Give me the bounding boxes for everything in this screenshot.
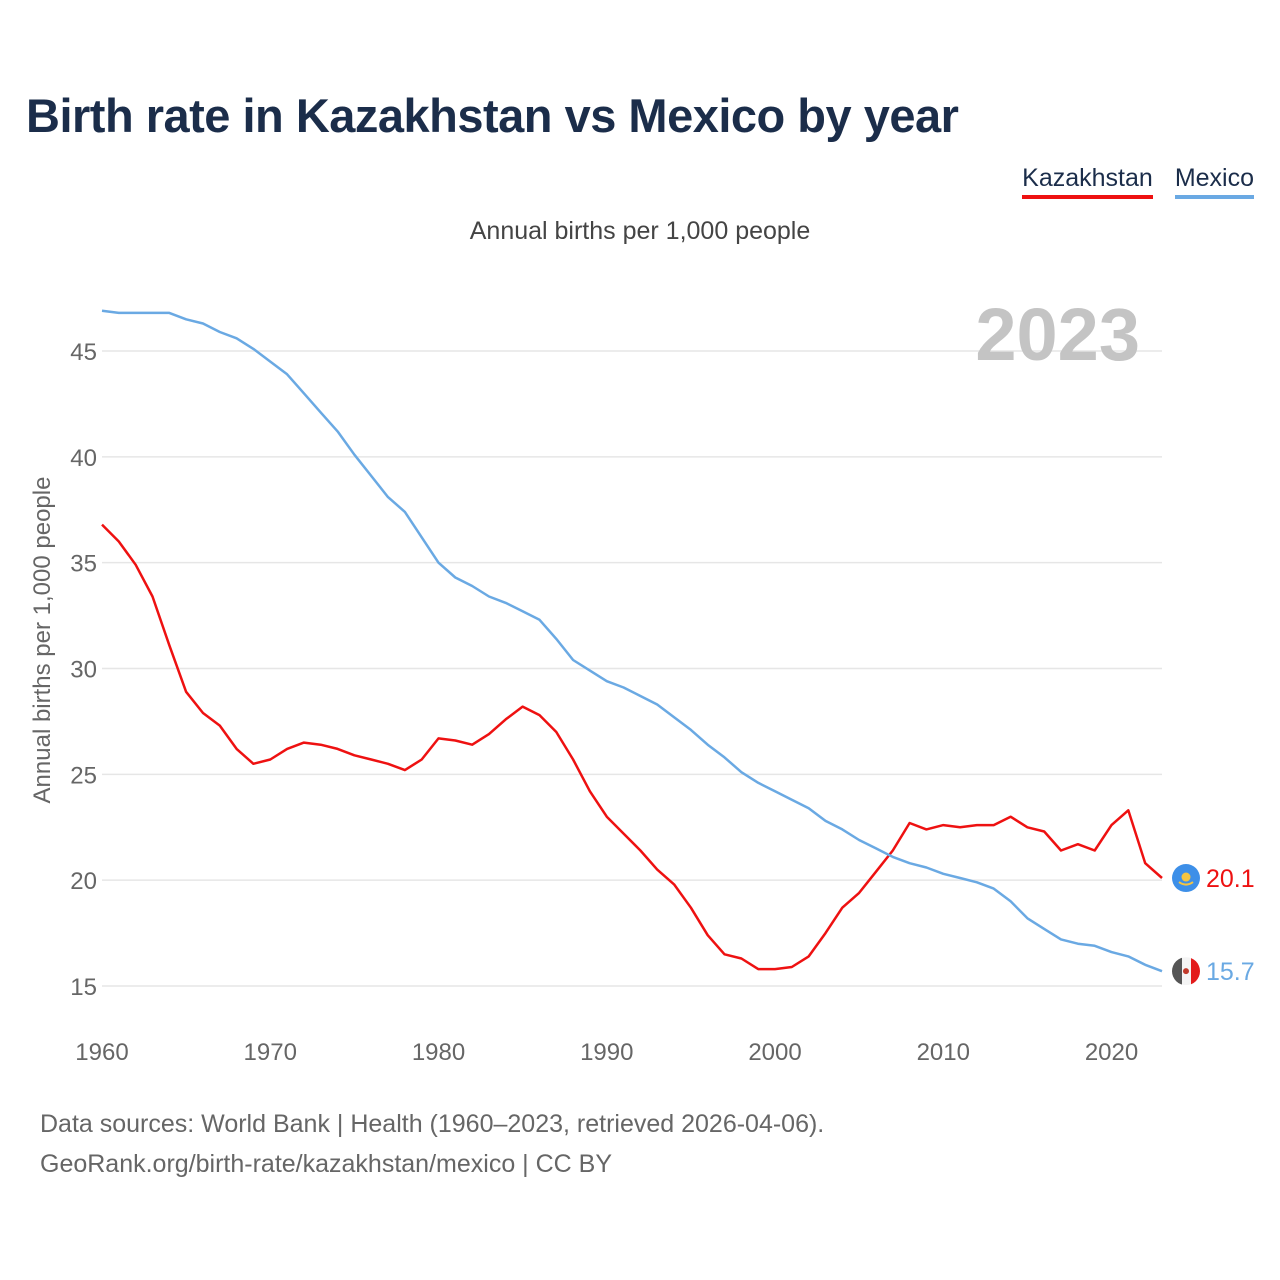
series-line-mexico[interactable] — [101, 309, 1163, 973]
footer: Data sources: World Bank | Health (1960–… — [40, 1104, 824, 1184]
y-tick-label: 20 — [70, 868, 97, 895]
y-tick-label: 40 — [70, 445, 97, 472]
x-tick-label: 2010 — [917, 1039, 970, 1066]
x-tick-label: 1990 — [580, 1039, 633, 1066]
footer-sources: Data sources: World Bank | Health (1960–… — [40, 1110, 825, 1138]
footer-link[interactable]: GeoRank.org/birth-rate/kazakhstan/mexico… — [40, 1150, 613, 1178]
year-watermark: 2023 — [975, 293, 1140, 376]
grid-layer — [102, 350, 1162, 987]
chart-title: Birth rate in Kazakhstan vs Mexico by ye… — [26, 89, 959, 142]
legend: Kazakhstan Mexico — [1022, 164, 1254, 199]
end-value-label-kazakhstan: 20.1 — [1206, 865, 1255, 893]
y-tick-label: 25 — [70, 762, 97, 789]
legend-item-kazakhstan[interactable]: Kazakhstan — [1022, 164, 1153, 199]
end-markers: 20.1 15.7 — [1172, 864, 1255, 986]
series-line-kazakhstan[interactable] — [101, 523, 1163, 971]
end-value-label-mexico: 15.7 — [1206, 958, 1255, 986]
x-axis: 1960 1970 1980 1990 2000 2010 2020 — [75, 1039, 1138, 1066]
flag-icon-mexico — [1172, 957, 1200, 986]
chart-subtitle: Annual births per 1,000 people — [469, 217, 811, 245]
x-tick-label: 2020 — [1085, 1039, 1138, 1066]
y-tick-label: 45 — [70, 339, 97, 366]
y-tick-label: 15 — [70, 974, 97, 1001]
y-axis-label: Annual births per 1,000 people — [29, 477, 56, 804]
y-axis: 15 20 25 30 35 40 45 — [70, 339, 97, 1001]
x-tick-label: 1980 — [412, 1039, 465, 1066]
y-tick-label: 30 — [70, 657, 97, 684]
x-tick-label: 1970 — [244, 1039, 297, 1066]
x-tick-label: 1960 — [75, 1039, 128, 1066]
y-tick-label: 35 — [70, 551, 97, 578]
x-tick-label: 2000 — [748, 1039, 801, 1066]
flag-icon-kazakhstan — [1172, 864, 1200, 893]
legend-item-mexico[interactable]: Mexico — [1174, 164, 1254, 199]
series-layer — [101, 309, 1163, 973]
